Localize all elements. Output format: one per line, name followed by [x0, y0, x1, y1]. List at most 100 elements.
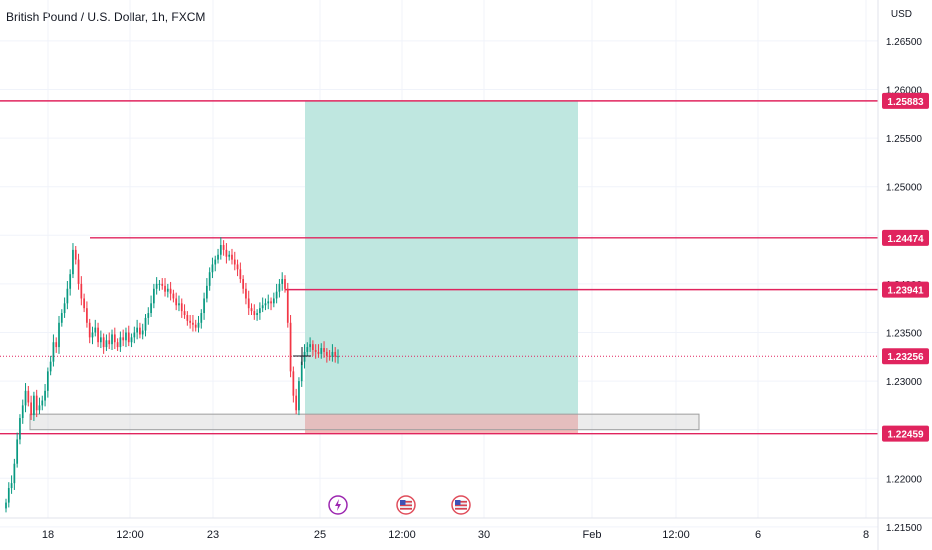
price-level-badge-label: 1.23941	[887, 286, 924, 297]
candle-body	[314, 349, 317, 352]
candle-body	[99, 337, 102, 343]
flag-stripe	[400, 501, 412, 503]
price-level-badge-label: 1.24474	[887, 234, 924, 245]
candle-body	[147, 313, 150, 318]
candle-body	[52, 342, 55, 362]
candle-body	[21, 405, 24, 419]
position-target-zone	[305, 100, 578, 415]
candle-body	[155, 283, 158, 289]
candle-body	[256, 313, 258, 316]
candle-body	[164, 285, 166, 292]
candle-body	[278, 283, 281, 292]
candle-body	[127, 332, 130, 343]
candle-body	[183, 311, 186, 316]
candle-body	[245, 288, 247, 299]
candle-body	[119, 337, 122, 348]
price-tick-label: 1.21500	[886, 523, 923, 534]
candle-body	[242, 279, 245, 289]
position-stop-zone	[305, 414, 578, 434]
price-level-badge-label: 1.25883	[887, 97, 924, 108]
candle-body	[133, 332, 136, 338]
time-tick-label: 12:00	[662, 529, 690, 541]
candle-body	[10, 483, 13, 489]
candle-body	[289, 322, 292, 372]
candle-body	[86, 308, 88, 323]
price-level-badge-label: 1.22459	[887, 430, 924, 441]
candle-body	[303, 351, 306, 362]
currency-label[interactable]: USD	[890, 9, 912, 20]
candle-body	[69, 274, 72, 289]
candle-body	[94, 327, 97, 333]
price-level-badge-label: 1.23256	[887, 352, 924, 363]
candle-body	[166, 288, 169, 292]
price-level-badge	[882, 348, 929, 365]
candle-body	[228, 254, 231, 257]
price-tick-label: 1.23500	[886, 329, 923, 340]
price-level-badge	[882, 281, 929, 298]
time-tick-label: 12:00	[388, 529, 416, 541]
candle-body	[77, 259, 80, 284]
candle-body	[44, 390, 46, 401]
candle-body	[328, 355, 331, 357]
candle-body	[102, 337, 105, 348]
candle-body	[169, 288, 172, 294]
price-tick-label: 1.26000	[886, 86, 923, 97]
candle-body	[214, 259, 217, 265]
flag-stripe	[400, 504, 412, 507]
time-tick-label: 25	[314, 529, 326, 541]
candle-body	[286, 288, 289, 323]
candle-body	[175, 298, 178, 306]
candle-body	[141, 330, 144, 335]
candle-body	[334, 351, 337, 357]
price-tick-label: 1.22000	[886, 474, 923, 485]
candle-body	[19, 418, 21, 440]
candle-body	[239, 269, 242, 280]
candle-body	[189, 320, 191, 323]
candle-body	[161, 283, 164, 286]
price-tick-label: 1.25000	[886, 183, 923, 194]
flag-stripe	[455, 508, 467, 510]
candle-body	[217, 254, 219, 260]
candle-body	[222, 245, 225, 250]
candle-body	[337, 356, 339, 358]
candle-body	[295, 395, 298, 411]
flag-stripe	[455, 504, 467, 507]
candle-body	[208, 272, 211, 286]
candle-body	[60, 313, 63, 323]
candle-body	[261, 305, 264, 309]
candle-body	[108, 340, 111, 345]
candle-body	[130, 337, 133, 343]
candle-body	[292, 371, 295, 396]
support-zone	[29, 413, 700, 431]
candle-body	[309, 344, 311, 348]
candle-body	[74, 249, 77, 260]
price-tick-label: 1.25500	[886, 134, 923, 145]
flag-canton	[455, 500, 461, 505]
time-tick-label: 6	[755, 529, 761, 541]
candle-body	[111, 334, 113, 345]
candle-body	[320, 348, 323, 354]
candle-body	[233, 259, 236, 265]
candle-body	[225, 249, 228, 257]
candle-body	[186, 315, 189, 321]
candle-body	[125, 332, 127, 341]
candle-body	[300, 361, 303, 382]
candle-body	[122, 337, 125, 341]
candle-body	[13, 463, 16, 484]
candle-body	[139, 327, 141, 335]
candle-body	[197, 322, 200, 328]
candle-body	[24, 390, 27, 406]
candle-body	[144, 317, 147, 331]
candle-body	[55, 342, 58, 348]
candle-body	[116, 342, 119, 348]
candle-body	[317, 351, 320, 354]
candle-body	[16, 439, 19, 464]
candle-body	[63, 303, 66, 314]
candle-body	[180, 303, 183, 312]
candle-body	[136, 327, 138, 333]
candle-body	[88, 322, 91, 338]
candle-body	[83, 298, 85, 309]
candle-body	[236, 264, 239, 270]
